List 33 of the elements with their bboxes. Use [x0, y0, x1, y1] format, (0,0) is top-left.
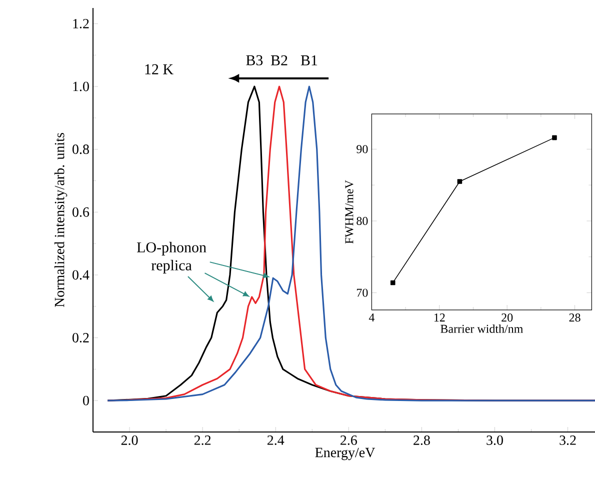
y-tick-label: 0.6 [72, 207, 90, 217]
point [457, 179, 462, 184]
y-axis-title: Normalized intensity/arb. units [54, 132, 68, 308]
y-axis-title: FWHM/meV [345, 180, 354, 244]
annotation: 12 K [145, 64, 174, 74]
x-axis-title: Barrier width/nm [440, 324, 524, 333]
x-tick-label: 20 [502, 314, 513, 322]
x-tick-label: 2.8 [414, 436, 430, 446]
x-tick-label: 2.0 [121, 436, 138, 446]
series-label: B2 [270, 55, 288, 66]
x-tick-label: 28 [569, 314, 580, 322]
y-tick-label: 70 [356, 288, 368, 297]
x-tick-label: 3.2 [560, 436, 576, 445]
y-tick-label: 1.2 [73, 18, 89, 28]
x-tick-label: 4 [368, 313, 375, 322]
y-tick-label: 0 [83, 396, 89, 406]
y-tick-label: 0.4 [72, 270, 90, 280]
y-tick-label: 0.2 [72, 333, 89, 343]
x-tick-label: 2.2 [194, 436, 211, 445]
y-tick-label: 90 [356, 145, 368, 154]
x-tick-label: 3.0 [486, 436, 503, 446]
point [390, 280, 396, 286]
x-tick-label: 12 [434, 313, 445, 322]
x-axis-title: Energy/eV [315, 448, 376, 460]
annotation: LO-phonon replica [136, 242, 206, 274]
y-tick-label: 80 [356, 216, 368, 226]
x-tick-label: 2.6 [340, 436, 357, 445]
series-label: B1 [300, 55, 318, 66]
y-tick-label: 0.8 [72, 144, 89, 154]
series-label: B3 [246, 55, 263, 66]
y-tick-label: 1.0 [73, 82, 89, 92]
x-tick-label: 2.4 [267, 436, 284, 445]
point [552, 135, 557, 140]
